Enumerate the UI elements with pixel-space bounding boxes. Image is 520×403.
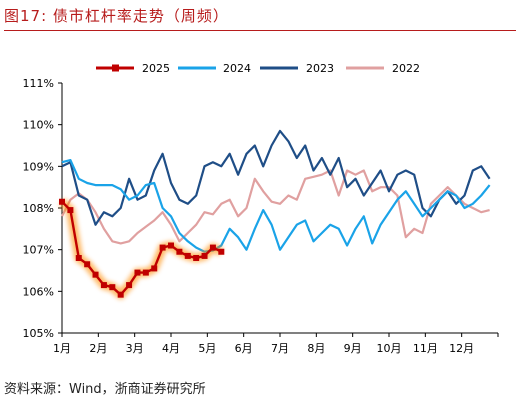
chart-legend: 2025 2024 2023 2022 (96, 62, 420, 75)
y-tick-label: 108% (23, 202, 54, 215)
figure-header: 图17: 债市杠杆率走势（周频） (4, 0, 516, 31)
series-2025-point (184, 252, 191, 259)
series-2025-point (159, 244, 166, 251)
x-tick-label: 10月 (377, 342, 402, 355)
x-tick-label: 9月 (344, 342, 362, 355)
legend-label-2025: 2025 (142, 62, 170, 75)
x-tick-label: 11月 (413, 342, 438, 355)
series-2025-point (218, 248, 225, 255)
legend-label-2024: 2024 (223, 62, 251, 75)
y-tick-label: 110% (23, 119, 54, 132)
series-2025-point (201, 252, 208, 259)
x-tick-label: 3月 (126, 342, 144, 355)
series-2025-point (92, 271, 99, 278)
series-2025-point (168, 242, 174, 249)
series-2025-point (142, 269, 149, 276)
chart-axes: 105% 106% 107% 108% 109% 110% 111% 1月 2月 3月 4月 5月 6月… (23, 77, 499, 355)
series-2025-point (59, 198, 65, 205)
series-2025-point (209, 244, 216, 251)
legend-label-2022: 2022 (392, 62, 420, 75)
series-2022-line (61, 169, 490, 245)
series-2025-point (67, 207, 74, 214)
series-2024-line (61, 159, 491, 253)
series-2025-point (109, 284, 116, 291)
y-tick-label: 106% (23, 285, 54, 298)
series-2025-point (176, 248, 183, 255)
x-tick-label: 1月 (53, 342, 71, 355)
series-2025-point (126, 282, 133, 289)
x-tick-label: 12月 (449, 342, 474, 355)
x-tick-label: 8月 (307, 342, 325, 355)
y-tick-label: 105% (23, 327, 54, 340)
y-tick-label: 107% (23, 244, 54, 257)
y-tick-label: 109% (23, 160, 54, 173)
x-tick-label: 6月 (235, 342, 253, 355)
series-2025-point (100, 282, 107, 289)
series-2025-point (117, 291, 124, 298)
x-tick-label: 7月 (271, 342, 289, 355)
series-2023-line (61, 129, 491, 226)
chart-series (58, 129, 491, 300)
series-2025-point (84, 261, 91, 268)
series-2025-point (134, 269, 141, 276)
x-tick-label: 5月 (198, 342, 216, 355)
series-2025-point (75, 255, 82, 261)
series-2025-point (193, 255, 200, 261)
source-note: 资料来源：Wind，浙商证券研究所 (4, 382, 206, 397)
y-tick-label: 111% (23, 77, 54, 90)
x-tick-label: 2月 (89, 342, 107, 355)
x-tick-label: 4月 (162, 342, 180, 355)
figure-title: 图17: 债市杠杆率走势（周频） (4, 7, 229, 25)
legend-marker-2025 (112, 64, 119, 72)
legend-label-2023: 2023 (306, 62, 334, 75)
series-2025-point (151, 265, 158, 272)
